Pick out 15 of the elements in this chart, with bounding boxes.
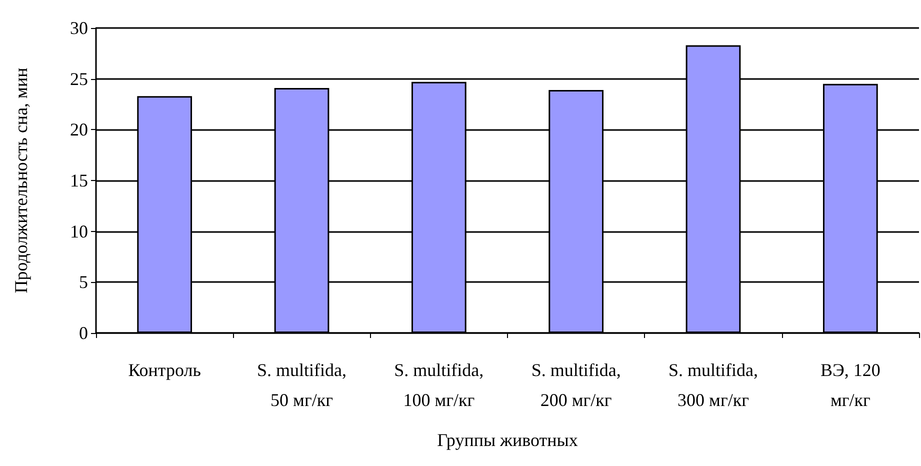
- x-tick-label: S. multifida, 100 мг/кг: [394, 360, 484, 410]
- y-tick-label: 30: [70, 18, 88, 38]
- y-axis-title: Продолжительность сна, мин: [11, 67, 31, 294]
- x-axis-title: Группы животных: [437, 430, 578, 450]
- y-tick-label: 25: [70, 68, 88, 89]
- y-tick-label: 5: [79, 272, 88, 292]
- x-tick-label: S. multifida, 300 мг/кг: [668, 360, 758, 410]
- y-tick-label: 15: [70, 170, 88, 190]
- y-tick-label: 0: [79, 323, 88, 343]
- y-tick-label: 10: [70, 221, 88, 242]
- x-tick-label: ВЭ, 120 мг/кг: [820, 360, 880, 410]
- y-tick-label: 20: [70, 120, 88, 140]
- x-tick-label: S. multifida, 50 мг/кг: [257, 360, 346, 410]
- x-tick-label: Контроль: [128, 360, 201, 380]
- x-tick-label: S. multifida, 200 мг/кг: [531, 360, 621, 410]
